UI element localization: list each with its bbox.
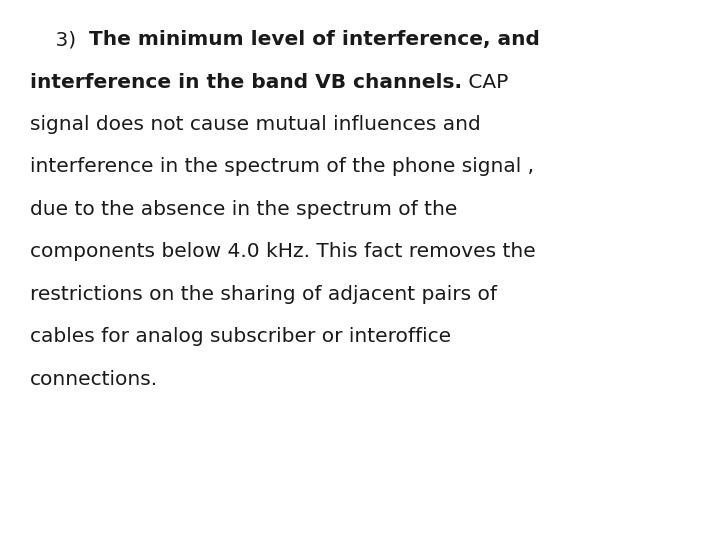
Text: CAP: CAP bbox=[462, 72, 508, 91]
Text: The minimum level of interference, and: The minimum level of interference, and bbox=[89, 30, 540, 49]
Text: due to the absence in the spectrum of the: due to the absence in the spectrum of th… bbox=[30, 200, 457, 219]
Text: cables for analog subscriber or interoffice: cables for analog subscriber or interoff… bbox=[30, 327, 451, 347]
Text: 3): 3) bbox=[30, 30, 89, 49]
Text: restrictions on the sharing of adjacent pairs of: restrictions on the sharing of adjacent … bbox=[30, 285, 497, 304]
Text: components below 4.0 kHz. This fact removes the: components below 4.0 kHz. This fact remo… bbox=[30, 242, 536, 261]
Text: signal does not cause mutual influences and: signal does not cause mutual influences … bbox=[30, 115, 481, 134]
Text: connections.: connections. bbox=[30, 370, 158, 389]
Text: interference in the band VB channels.: interference in the band VB channels. bbox=[30, 72, 462, 91]
Text: interference in the spectrum of the phone signal ,: interference in the spectrum of the phon… bbox=[30, 158, 534, 177]
